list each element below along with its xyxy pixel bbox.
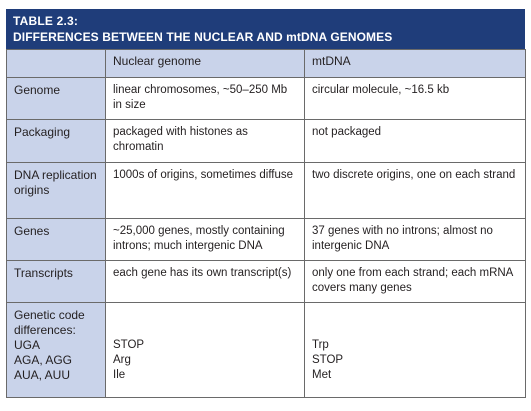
cell-mtdna: 37 genes with no introns; almost no inte… [304, 218, 526, 261]
table-number: TABLE 2.3: [13, 14, 79, 28]
cell-nuclear: linear chromosomes, ~50–250 Mb in size [105, 77, 305, 120]
column-header-nuclear: Nuclear genome [105, 49, 305, 78]
header-corner [6, 49, 106, 78]
cell-mtdna: Trp STOP Met [304, 302, 526, 398]
table-row: Genome linear chromosomes, ~50–250 Mb in… [6, 77, 526, 120]
cell-mtdna: circular molecule, ~16.5 kb [304, 77, 526, 120]
table-title: DIFFERENCES BETWEEN THE NUCLEAR AND mtDN… [13, 30, 393, 44]
codon-meaning: STOP [312, 354, 344, 366]
table-caption: TABLE 2.3: DIFFERENCES BETWEEN THE NUCLE… [6, 9, 525, 49]
codon-label: UGA [14, 338, 41, 352]
table-row: DNA replication origins 1000s of origins… [6, 162, 526, 219]
codon-label: AUA, AUU [14, 368, 71, 382]
cell-nuclear: STOP Arg Ile [105, 302, 305, 398]
row-label-genome: Genome [6, 77, 106, 120]
cell-nuclear: ~25,000 genes, mostly containing introns… [105, 218, 305, 261]
cell-nuclear: each gene has its own transcript(s) [105, 260, 305, 303]
codon-meaning: Ile [113, 369, 126, 381]
cell-mtdna: two discrete origins, one on each strand [304, 162, 526, 219]
table-figure: TABLE 2.3: DIFFERENCES BETWEEN THE NUCLE… [6, 9, 526, 405]
table-row: Transcripts each gene has its own transc… [6, 260, 526, 303]
codon-meaning: Arg [113, 354, 131, 366]
cell-mtdna: only one from each strand; each mRNA cov… [304, 260, 526, 303]
codon-meaning: Met [312, 369, 332, 381]
row-label-genes: Genes [6, 218, 106, 261]
codon-meaning: Trp [312, 339, 329, 351]
header-row: Nuclear genome mtDNA [6, 49, 526, 78]
genetic-code-label: Genetic code differences: [14, 308, 85, 337]
row-label-genetic-code: Genetic code differences: UGA AGA, AGG A… [6, 302, 106, 398]
codon-label: AGA, AGG [14, 353, 73, 367]
row-label-packaging: Packaging [6, 119, 106, 163]
column-header-mtdna: mtDNA [304, 49, 526, 78]
cell-nuclear: 1000s of origins, sometimes diffuse [105, 162, 305, 219]
row-label-transcripts: Transcripts [6, 260, 106, 303]
comparison-table: Nuclear genome mtDNA Genome linear chrom… [6, 49, 526, 398]
cell-nuclear: packaged with histones as chromatin [105, 119, 305, 163]
table-row: Packaging packaged with histones as chro… [6, 119, 526, 163]
codon-meaning: STOP [113, 339, 145, 351]
table-row-genetic-code: Genetic code differences: UGA AGA, AGG A… [6, 302, 526, 398]
row-label-replication-origins: DNA replication origins [6, 162, 106, 219]
cell-mtdna: not packaged [304, 119, 526, 163]
table-row: Genes ~25,000 genes, mostly containing i… [6, 218, 526, 261]
